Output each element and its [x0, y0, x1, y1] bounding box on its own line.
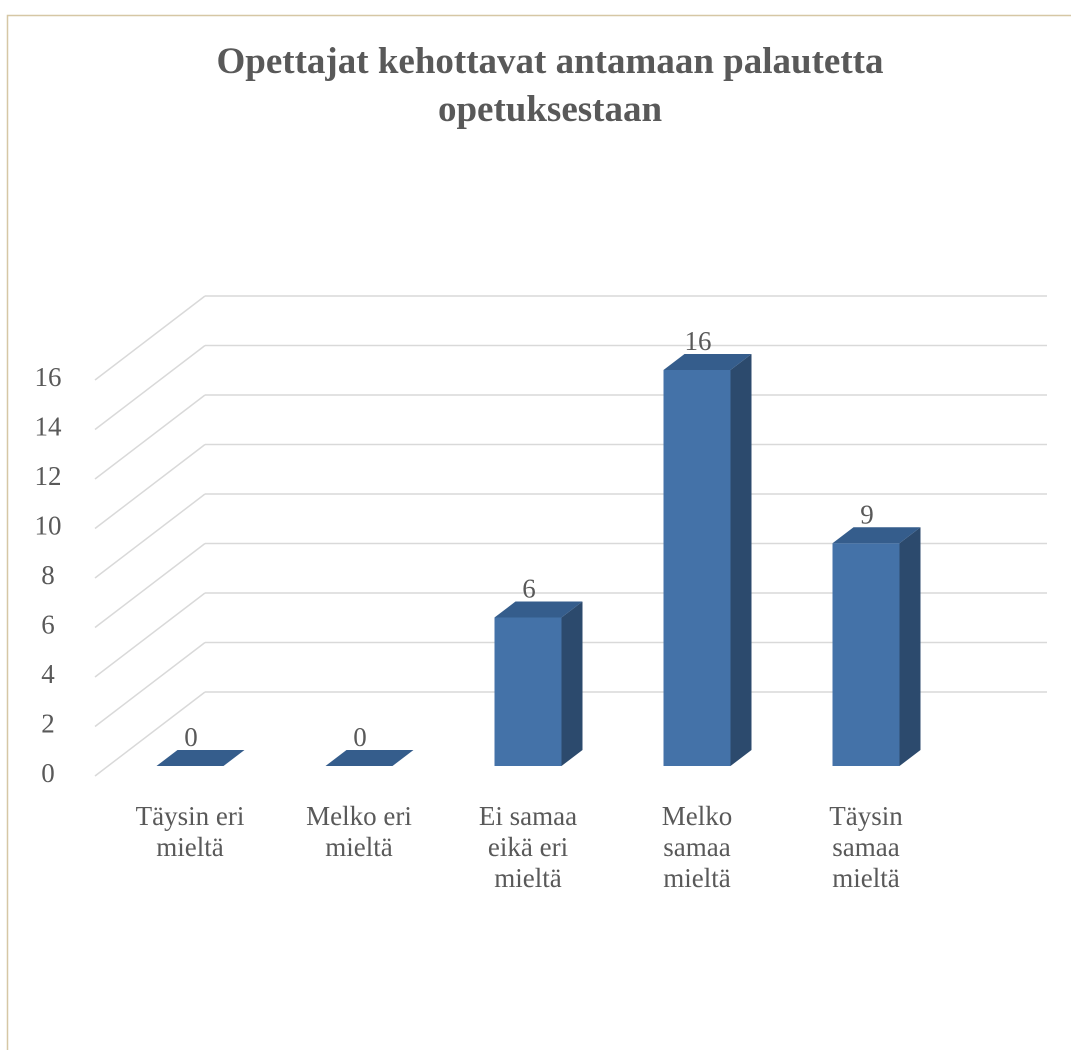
y-tick-label: 6 — [41, 610, 55, 640]
value-label: 16 — [685, 326, 712, 356]
bar-front — [494, 617, 562, 766]
y-tick-label: 2 — [41, 709, 55, 739]
chart-border — [6, 14, 1071, 1050]
bar — [494, 601, 583, 766]
bar-front — [832, 543, 900, 766]
bar-top — [494, 601, 583, 618]
grid-line-side — [94, 443, 206, 530]
grid-line-side — [94, 394, 206, 480]
bar — [156, 750, 245, 766]
bar — [832, 527, 921, 766]
y-tick-label: 4 — [41, 659, 55, 689]
y-tick-label: 0 — [41, 758, 55, 788]
bar — [325, 750, 414, 766]
x-tick-label: Ei samaa eikä eri mieltä — [478, 801, 578, 893]
x-tick-label: Täysin samaa mieltä — [829, 801, 903, 893]
grid-line-side — [94, 493, 206, 579]
grid-line-side — [94, 592, 206, 678]
value-label: 9 — [860, 499, 874, 529]
y-tick-label: 16 — [35, 362, 62, 392]
value-label: 6 — [522, 574, 536, 604]
y-tick-label: 12 — [35, 461, 62, 491]
grid-line-side — [94, 542, 206, 629]
grid-line-side — [94, 344, 206, 431]
chart-title: Opettajat kehottavat antamaan palautetta… — [216, 41, 884, 130]
bar-top — [325, 750, 414, 766]
y-tick-label: 10 — [35, 511, 62, 541]
value-label: 0 — [184, 722, 198, 752]
grid-line-side — [94, 295, 206, 381]
x-tick-label: Melko eri mieltä — [306, 801, 412, 862]
bar — [663, 354, 752, 766]
bar-top — [832, 527, 921, 544]
bar-front — [663, 370, 731, 766]
grid-line-side — [94, 691, 206, 777]
bar-top — [663, 354, 752, 370]
grid-line-side — [94, 641, 206, 728]
bar-side — [730, 354, 752, 766]
x-tick-label: Melko samaa mieltä — [661, 801, 733, 893]
value-label: 0 — [353, 722, 367, 752]
bar-side — [561, 601, 583, 766]
bar-top — [156, 750, 245, 766]
bar-side — [899, 527, 921, 766]
y-tick-label: 8 — [41, 560, 55, 590]
y-tick-label: 14 — [35, 412, 63, 442]
x-tick-label: Täysin eri mieltä — [135, 801, 245, 862]
